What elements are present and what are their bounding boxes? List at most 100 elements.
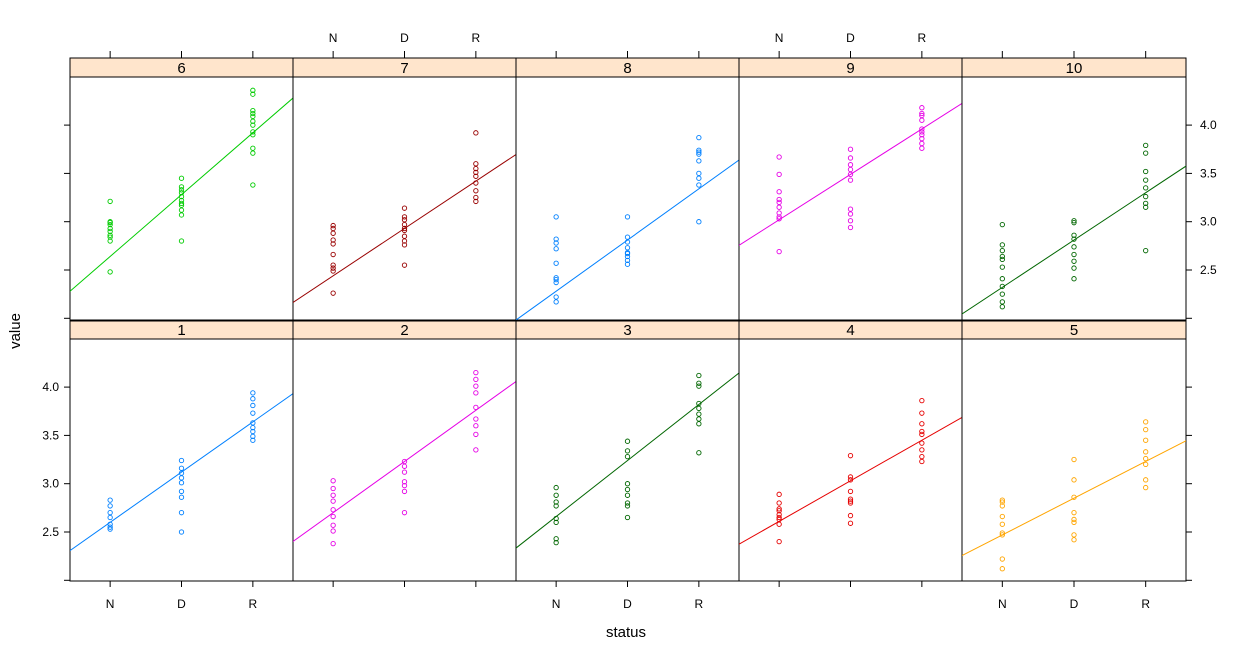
data-point — [1071, 456, 1077, 463]
data-point — [401, 463, 408, 469]
fit-line — [962, 440, 1186, 556]
data-point — [696, 411, 702, 417]
strip-label: 9 — [846, 60, 854, 77]
axes-layer: N D R N D R N D R N D R N D R 2.5 3.0 3.5 4.0 2.5 3.0 3.5 4.0 — [42, 31, 1217, 611]
data-point — [107, 225, 113, 232]
data-point — [1071, 276, 1077, 282]
data-point — [1143, 484, 1149, 491]
data-point — [776, 154, 782, 160]
data-point — [999, 256, 1005, 263]
data-point — [919, 112, 925, 119]
data-point — [847, 496, 854, 502]
data-point — [473, 161, 479, 167]
data-point — [553, 240, 559, 246]
data-point — [776, 189, 782, 195]
data-point — [696, 135, 702, 141]
panel-border — [738, 338, 963, 582]
data-point — [107, 510, 113, 516]
data-point — [624, 514, 631, 521]
data-point — [330, 241, 336, 247]
data-point — [847, 477, 854, 483]
data-point — [776, 214, 782, 220]
data-point — [919, 117, 925, 123]
data-point — [473, 180, 479, 186]
panel-2: 2 — [292, 320, 517, 582]
data-point — [847, 162, 854, 168]
data-point — [330, 492, 336, 498]
data-point — [401, 488, 408, 495]
x-tick-label: N — [998, 597, 1007, 611]
data-point — [473, 130, 479, 136]
panel-3: 3 — [515, 320, 740, 582]
data-point — [473, 390, 479, 396]
data-point — [999, 497, 1005, 503]
data-point — [919, 447, 925, 453]
data-point — [624, 481, 631, 487]
data-point — [178, 187, 185, 193]
panel-border — [515, 76, 740, 321]
x-tick-label: D — [177, 597, 186, 611]
data-point — [178, 510, 185, 516]
data-point — [401, 469, 408, 475]
data-point — [330, 262, 336, 268]
data-point — [553, 484, 559, 491]
x-tick-label: D — [400, 31, 409, 45]
data-point — [107, 514, 113, 521]
data-point — [107, 198, 113, 205]
data-point — [1143, 455, 1149, 462]
data-point — [999, 248, 1005, 254]
data-point — [250, 410, 256, 416]
data-point — [473, 194, 479, 201]
data-point — [776, 199, 782, 206]
data-point — [1071, 516, 1077, 523]
data-point — [553, 499, 559, 505]
x-tick-label: N — [106, 597, 115, 611]
data-point — [847, 453, 854, 459]
data-point — [107, 221, 113, 228]
data-point — [624, 214, 631, 220]
data-point — [999, 532, 1005, 538]
data-point — [696, 151, 702, 157]
data-point — [250, 87, 256, 93]
data-point — [473, 369, 479, 376]
data-point — [1143, 477, 1149, 483]
fit-line — [70, 393, 293, 552]
data-point — [847, 211, 854, 217]
data-point — [250, 110, 256, 117]
data-point — [401, 205, 408, 211]
data-point — [999, 304, 1005, 310]
data-point — [1071, 220, 1077, 226]
data-point — [401, 233, 408, 239]
data-point — [330, 251, 336, 258]
data-point — [401, 510, 408, 516]
data-point — [919, 129, 925, 135]
data-point — [847, 218, 854, 224]
data-point — [553, 519, 559, 525]
fit-line — [739, 416, 962, 545]
data-point — [473, 431, 479, 438]
data-point — [107, 524, 113, 530]
data-point — [107, 238, 113, 244]
data-point — [107, 234, 113, 240]
fit-line — [293, 381, 516, 542]
data-point — [696, 149, 702, 155]
data-point — [250, 107, 256, 114]
x-axis-title: status — [606, 624, 646, 641]
panel-5: 5 — [961, 320, 1187, 582]
data-point — [696, 400, 702, 407]
data-point — [107, 497, 113, 503]
data-point — [553, 294, 559, 300]
data-point — [919, 421, 925, 427]
data-point — [178, 207, 185, 213]
data-point — [330, 225, 336, 232]
data-point — [401, 225, 408, 232]
data-point — [1071, 494, 1077, 500]
panel-border — [292, 76, 517, 321]
data-point — [624, 500, 631, 506]
data-point — [776, 491, 782, 497]
data-point — [250, 129, 256, 135]
data-point — [178, 175, 185, 181]
data-point — [847, 177, 854, 183]
data-point — [553, 503, 559, 509]
data-point — [473, 404, 479, 411]
